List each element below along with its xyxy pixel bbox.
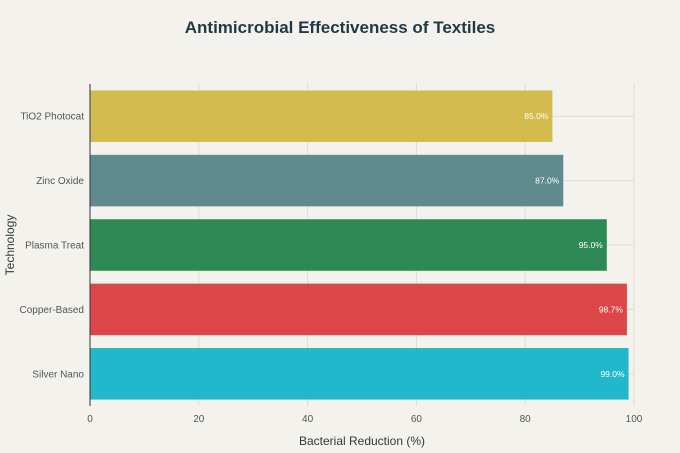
x-axis-tick-labels: 0 20 40 60 80 100 [87, 414, 643, 425]
x-tick-label: 0 [87, 414, 93, 425]
x-tick-label: 60 [411, 414, 423, 425]
bar-data-label: 98.7% [599, 304, 624, 314]
y-tick-label: Zinc Oxide [36, 176, 84, 187]
bars [90, 90, 629, 400]
bar-data-label: 85.0% [524, 111, 549, 121]
y-tick-label: Copper-Based [20, 305, 84, 316]
bar [90, 90, 553, 142]
bar [90, 154, 564, 207]
y-tick-label: Plasma Treat [25, 241, 84, 252]
data-labels: 85.0% 87.0% 95.0% 98.7% 99.0% [524, 111, 625, 379]
x-axis-title: Bacterial Reduction (%) [299, 434, 425, 448]
bar [90, 219, 607, 271]
y-tick-label: Silver Nano [32, 369, 84, 380]
bar-data-label: 99.0% [600, 369, 625, 379]
bar-data-label: 95.0% [579, 240, 604, 250]
x-tick-label: 20 [193, 414, 205, 425]
bar-data-label: 87.0% [535, 176, 560, 186]
y-tick-label: TiO2 Photocat [20, 112, 84, 123]
x-tick-label: 40 [302, 414, 314, 425]
x-tick-label: 80 [520, 414, 532, 425]
y-axis-tick-labels: TiO2 Photocat Zinc Oxide Plasma Treat Coppe… [20, 112, 85, 381]
chart-title: Antimicrobial Effectiveness of Textiles [185, 18, 496, 37]
y-axis-title: Technology [3, 215, 17, 276]
bar [90, 348, 629, 400]
bar [90, 283, 627, 336]
x-tick-label: 100 [626, 414, 643, 425]
